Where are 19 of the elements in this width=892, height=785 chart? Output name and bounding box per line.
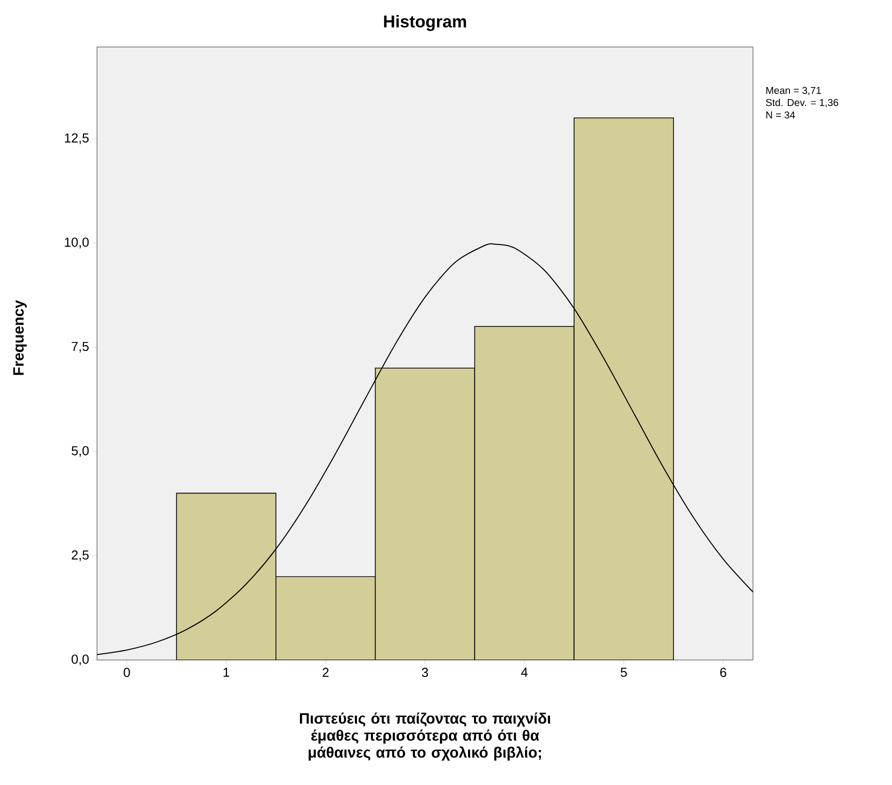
y-tick-label: 5,0 bbox=[72, 446, 89, 457]
x-tick-label: 2 bbox=[322, 668, 329, 677]
x-tick-label: 5 bbox=[620, 668, 627, 677]
x-tick-label: 1 bbox=[224, 668, 230, 677]
y-axis-title: Frequency bbox=[13, 300, 27, 375]
chart-title: Histogram bbox=[384, 15, 466, 31]
x-tick-label: 3 bbox=[422, 668, 428, 678]
text: Mean = 3,71 bbox=[766, 86, 821, 96]
y-tick-label: 7,5 bbox=[72, 342, 89, 353]
y-tick-label: 12,5 bbox=[64, 133, 89, 144]
text: N = 34 bbox=[766, 111, 795, 119]
y-tick-label: 0,0 bbox=[72, 654, 89, 666]
y-tick-label: 10,0 bbox=[64, 238, 89, 248]
x-axis-title: Πιστεύεις ότι παίζοντας το παιχνίδι έμαθες περισσότερα από ότι θα μάθαινες από το σχολικό βιβλίο; bbox=[300, 712, 551, 761]
x-tick-label: 4 bbox=[521, 668, 528, 677]
x-tick-label: 6 bbox=[720, 668, 726, 678]
x-tick-label: 0 bbox=[124, 668, 130, 678]
y-tick-label: 2,5 bbox=[72, 550, 89, 562]
text: Std. Dev. = 1,36 bbox=[766, 98, 838, 108]
